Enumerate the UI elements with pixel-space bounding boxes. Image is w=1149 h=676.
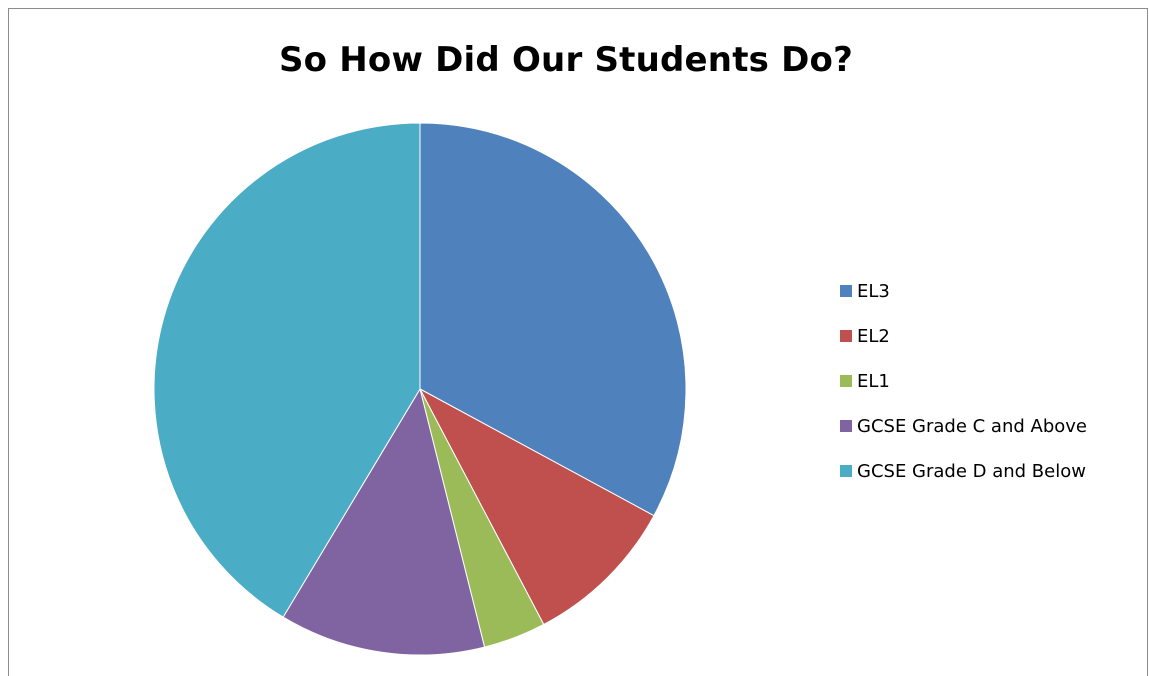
pie-slice-el3: [419, 122, 687, 517]
pie-slice-gcse-c-above: [282, 387, 486, 656]
legend-swatch-gcse-d-below: [840, 465, 852, 477]
legend-swatch-el1: [840, 375, 852, 387]
legend-item-el2: EL2: [840, 321, 1087, 351]
legend-item-el1: EL1: [840, 366, 1087, 396]
legend-label-gcse-d-below: GCSE Grade D and Below: [857, 460, 1086, 482]
chart-title: So How Did Our Students Do?: [278, 40, 854, 80]
legend-label-el3: EL3: [857, 280, 890, 302]
chart-legend: EL3 EL2 EL1 GCSE Grade C and Above GCSE …: [840, 276, 1087, 501]
pie-slice-gcse-d-below: [153, 122, 421, 618]
legend-item-gcse-c-above: GCSE Grade C and Above: [840, 411, 1087, 441]
legend-item-el3: EL3: [840, 276, 1087, 306]
pie-slice-el2: [418, 387, 655, 626]
legend-label-el2: EL2: [857, 325, 890, 347]
legend-swatch-el3: [840, 285, 852, 297]
legend-label-el1: EL1: [857, 370, 890, 392]
legend-swatch-gcse-c-above: [840, 420, 852, 432]
legend-swatch-el2: [840, 330, 852, 342]
legend-label-gcse-c-above: GCSE Grade C and Above: [857, 415, 1087, 437]
legend-item-gcse-d-below: GCSE Grade D and Below: [840, 456, 1087, 486]
